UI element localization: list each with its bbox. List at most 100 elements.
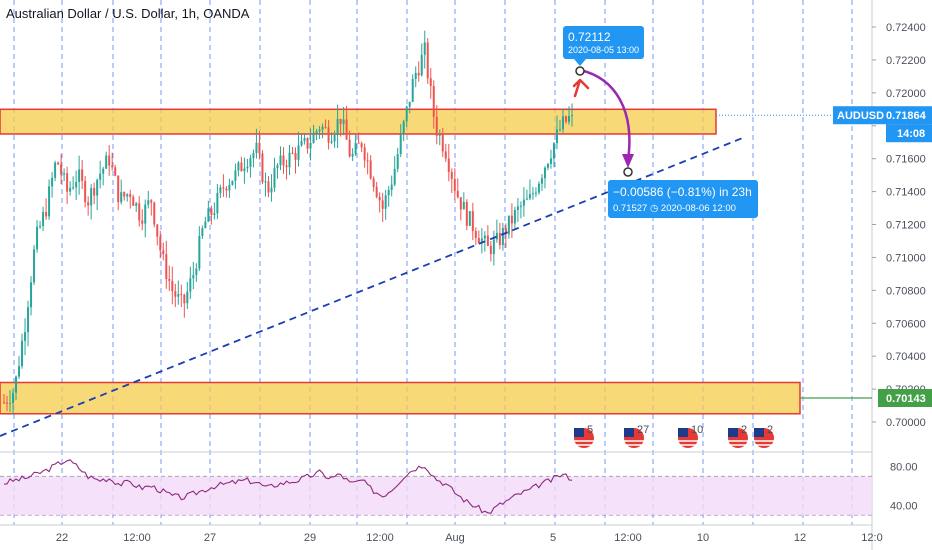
candle-body xyxy=(384,195,387,209)
price-tick-label: 0.70400 xyxy=(886,351,926,363)
flag-us-icon[interactable]: 2 xyxy=(728,424,748,448)
candle-body xyxy=(546,163,549,168)
candle-body xyxy=(171,280,174,292)
candle-body xyxy=(516,206,519,210)
projection-marker xyxy=(623,167,633,177)
candle-body xyxy=(462,201,465,210)
candle-body xyxy=(123,192,126,197)
time-tick-label: 12:0 xyxy=(861,532,882,544)
flag-stripe-lines xyxy=(678,440,698,446)
candle-body xyxy=(552,143,555,159)
time-tick-label: 10 xyxy=(697,532,709,544)
price-tick-label: 0.70000 xyxy=(886,417,926,429)
price-tick-label: 0.71400 xyxy=(886,187,926,199)
event-count: 10 xyxy=(691,424,703,436)
candle-body xyxy=(252,152,255,159)
flag-us-icon[interactable]: 5 xyxy=(574,424,594,448)
flag-au-icon[interactable]: 2 xyxy=(754,424,774,448)
candle-body xyxy=(192,274,195,279)
candle-body xyxy=(36,226,39,250)
candle-body xyxy=(231,180,234,185)
candle-body xyxy=(33,249,36,283)
candle-body xyxy=(60,164,63,175)
candle-body xyxy=(471,211,474,232)
candle-body xyxy=(183,294,186,304)
price-axis[interactable]: 0.724000.722000.720000.718000.716000.714… xyxy=(833,22,932,513)
candle-body xyxy=(534,192,537,194)
candle-body xyxy=(156,224,159,237)
candle-body xyxy=(528,194,531,199)
candle-body xyxy=(489,245,492,255)
candle-body xyxy=(330,141,333,143)
candle-body xyxy=(531,193,534,195)
candle-body xyxy=(81,169,84,181)
candle-body xyxy=(63,173,66,175)
candle-body xyxy=(279,155,282,166)
time-tick-label: 12:00 xyxy=(366,532,394,544)
flag-us-au-icon[interactable]: 27 xyxy=(624,424,649,448)
support-zone xyxy=(0,381,801,415)
candle-body xyxy=(435,116,438,136)
flag-us-icon[interactable]: 10 xyxy=(678,424,703,448)
candle-body xyxy=(72,187,75,189)
candle-body xyxy=(189,278,192,292)
candle-body xyxy=(543,167,546,179)
candle-body xyxy=(390,184,393,190)
candle-body xyxy=(153,202,156,225)
candle-body xyxy=(285,165,288,168)
candle-body xyxy=(558,129,561,131)
price-tick-label: 0.71200 xyxy=(886,220,926,232)
candle-body xyxy=(126,194,129,197)
candle-body xyxy=(513,209,516,224)
candle-body xyxy=(345,119,348,140)
candle-body xyxy=(51,177,54,187)
flag-stripe-lines xyxy=(728,440,748,446)
time-axis[interactable]: 22 12:00 27 29 12:00 Aug 5 12:00 10 12 12:0 xyxy=(56,532,883,544)
candle-body xyxy=(27,307,30,333)
candle-body xyxy=(399,134,402,155)
candle-body xyxy=(45,212,48,217)
time-tick-label: 29 xyxy=(304,532,316,544)
candle-body xyxy=(9,403,12,405)
candle-body xyxy=(504,228,507,235)
candle-body xyxy=(522,199,525,206)
candle-body xyxy=(66,173,69,192)
candle-body xyxy=(414,72,417,79)
current-price-tag[interactable] xyxy=(833,106,932,125)
projection-arrow xyxy=(579,68,631,161)
candle-body xyxy=(168,279,171,281)
candle-body xyxy=(306,138,309,149)
candle-body xyxy=(387,189,390,196)
candle-body xyxy=(333,135,336,142)
candle-body xyxy=(393,168,396,185)
candle-body xyxy=(114,167,117,176)
candle-body xyxy=(90,188,93,206)
candle-body xyxy=(159,236,162,251)
support-price-tag[interactable] xyxy=(878,389,932,407)
target-callout-box xyxy=(563,26,644,59)
candle-body xyxy=(96,179,99,196)
candle-body xyxy=(456,190,459,198)
candle-body xyxy=(336,118,339,136)
candle-body xyxy=(105,155,108,169)
candle-body xyxy=(486,235,489,246)
candlestick-series[interactable] xyxy=(3,30,573,415)
flag-canton xyxy=(624,428,634,437)
candle-body xyxy=(141,220,144,224)
candle-body xyxy=(405,106,408,122)
price-tick-label: 0.72200 xyxy=(886,55,926,67)
economic-events[interactable]: 5 27 10 2 2 xyxy=(574,424,774,448)
candle-body xyxy=(42,212,45,226)
vertical-gridlines xyxy=(0,0,873,550)
candle-body xyxy=(264,181,267,183)
candle-body xyxy=(480,238,483,244)
candle-body xyxy=(571,115,573,117)
candle-body xyxy=(291,152,294,154)
symbol-label: AUDUSD xyxy=(837,110,884,122)
measure-callout[interactable]: −0.00586 (−0.81%) in 23h 0.71527 ◷ 2020-0… xyxy=(608,180,758,218)
candle-body xyxy=(222,187,225,189)
time-tick-label: 27 xyxy=(204,532,216,544)
